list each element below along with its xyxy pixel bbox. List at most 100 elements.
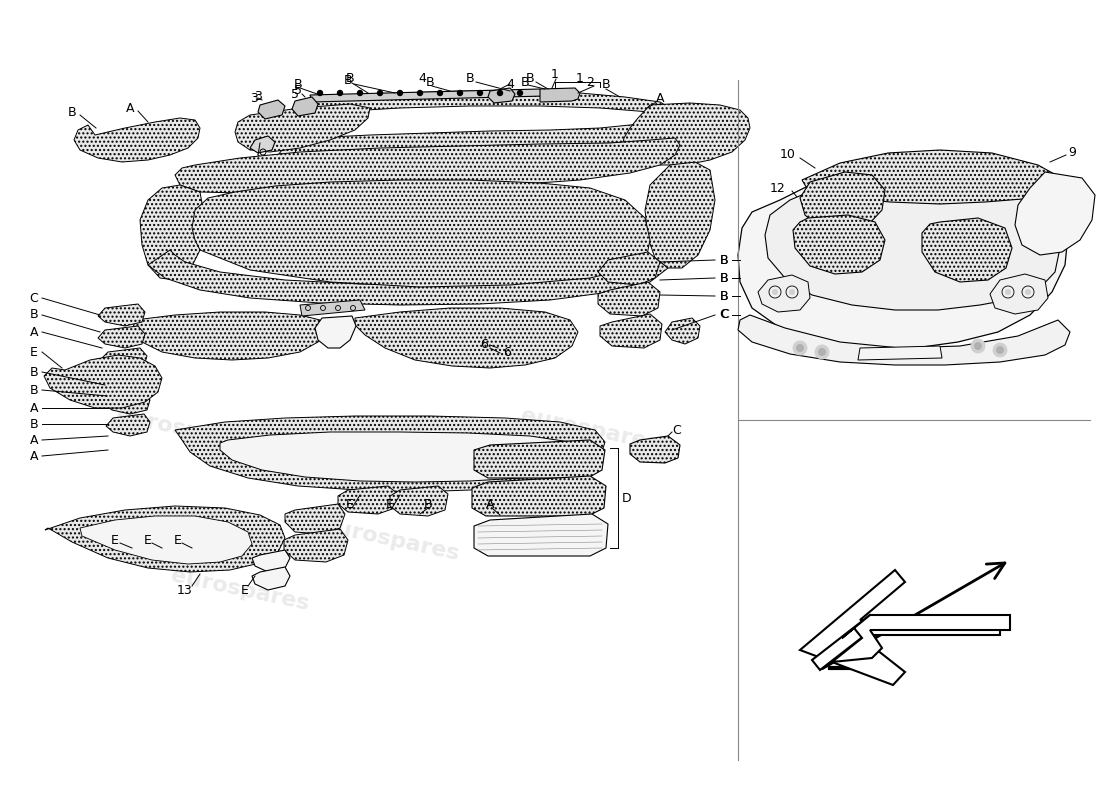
Circle shape <box>418 90 422 95</box>
Text: B: B <box>720 271 728 285</box>
Text: 3: 3 <box>254 90 262 103</box>
Polygon shape <box>764 171 1060 310</box>
Text: A: A <box>656 91 664 105</box>
Circle shape <box>772 289 778 295</box>
Polygon shape <box>80 516 252 564</box>
Text: 10: 10 <box>780 149 796 162</box>
Polygon shape <box>148 250 668 305</box>
Text: D: D <box>621 491 631 505</box>
Text: B: B <box>720 290 728 302</box>
Text: B: B <box>294 78 302 91</box>
Text: A: A <box>30 326 38 338</box>
Polygon shape <box>922 218 1012 282</box>
Polygon shape <box>250 136 275 153</box>
Polygon shape <box>300 300 365 316</box>
Circle shape <box>517 90 522 95</box>
Text: B: B <box>602 78 610 91</box>
Text: eurospares: eurospares <box>319 515 461 565</box>
Text: 13: 13 <box>177 583 192 597</box>
Text: A: A <box>30 434 38 446</box>
Circle shape <box>815 345 829 359</box>
Circle shape <box>477 90 483 95</box>
Polygon shape <box>285 504 345 534</box>
Circle shape <box>438 90 442 95</box>
Polygon shape <box>758 275 810 312</box>
Text: E: E <box>174 534 182 546</box>
Circle shape <box>971 339 984 353</box>
Polygon shape <box>315 316 356 348</box>
Polygon shape <box>540 88 580 102</box>
Text: 5: 5 <box>294 85 302 98</box>
Polygon shape <box>390 486 448 516</box>
Polygon shape <box>252 567 290 590</box>
Text: C: C <box>719 309 728 322</box>
Polygon shape <box>106 414 150 436</box>
Polygon shape <box>252 550 290 572</box>
Polygon shape <box>812 615 878 670</box>
Polygon shape <box>598 252 660 285</box>
Text: C: C <box>30 291 38 305</box>
Text: B: B <box>30 309 38 322</box>
Text: B: B <box>343 74 352 86</box>
Text: 6: 6 <box>480 338 488 351</box>
Polygon shape <box>235 104 370 152</box>
Text: E: E <box>30 346 38 358</box>
Polygon shape <box>175 138 680 193</box>
Circle shape <box>793 341 807 355</box>
Text: E: E <box>111 534 119 546</box>
Text: A: A <box>30 402 38 414</box>
Polygon shape <box>44 355 162 408</box>
Polygon shape <box>488 88 515 103</box>
Text: E: E <box>346 498 354 511</box>
Text: B: B <box>720 254 728 266</box>
Text: E: E <box>386 498 394 511</box>
Polygon shape <box>858 346 942 360</box>
Text: 4: 4 <box>418 71 426 85</box>
Text: 9: 9 <box>1068 146 1076 158</box>
Text: B: B <box>526 71 535 85</box>
Text: 1: 1 <box>551 69 559 82</box>
Polygon shape <box>100 348 147 370</box>
Polygon shape <box>45 506 285 572</box>
Text: B: B <box>30 418 38 430</box>
Text: eurospares: eurospares <box>169 566 311 614</box>
Text: A: A <box>125 102 134 114</box>
Text: B: B <box>520 75 529 89</box>
Circle shape <box>318 90 322 95</box>
Circle shape <box>397 90 403 95</box>
Polygon shape <box>621 103 750 165</box>
Circle shape <box>358 90 363 95</box>
Circle shape <box>497 90 503 95</box>
Polygon shape <box>175 416 605 492</box>
Text: E: E <box>241 583 249 597</box>
Polygon shape <box>800 570 1000 685</box>
Text: eurospares: eurospares <box>519 406 661 454</box>
Circle shape <box>377 90 383 95</box>
Circle shape <box>1005 289 1011 295</box>
Polygon shape <box>630 436 680 463</box>
Polygon shape <box>132 312 324 360</box>
Text: B: B <box>68 106 76 118</box>
Text: 11: 11 <box>1067 178 1082 191</box>
Text: E: E <box>144 534 152 546</box>
Circle shape <box>974 342 982 350</box>
Polygon shape <box>800 172 886 232</box>
Text: A: A <box>486 498 494 511</box>
Polygon shape <box>666 318 700 344</box>
Polygon shape <box>355 308 578 368</box>
Polygon shape <box>738 315 1070 365</box>
Polygon shape <box>474 440 605 478</box>
Text: 2: 2 <box>586 75 594 89</box>
Polygon shape <box>1015 172 1094 255</box>
Circle shape <box>996 346 1004 354</box>
Circle shape <box>818 348 826 356</box>
Circle shape <box>458 90 462 95</box>
Polygon shape <box>192 180 650 287</box>
Polygon shape <box>600 314 662 348</box>
Text: B: B <box>719 290 728 302</box>
Text: C: C <box>672 423 681 437</box>
Polygon shape <box>472 476 606 516</box>
Polygon shape <box>990 274 1048 314</box>
Polygon shape <box>474 514 608 556</box>
Polygon shape <box>793 215 886 274</box>
